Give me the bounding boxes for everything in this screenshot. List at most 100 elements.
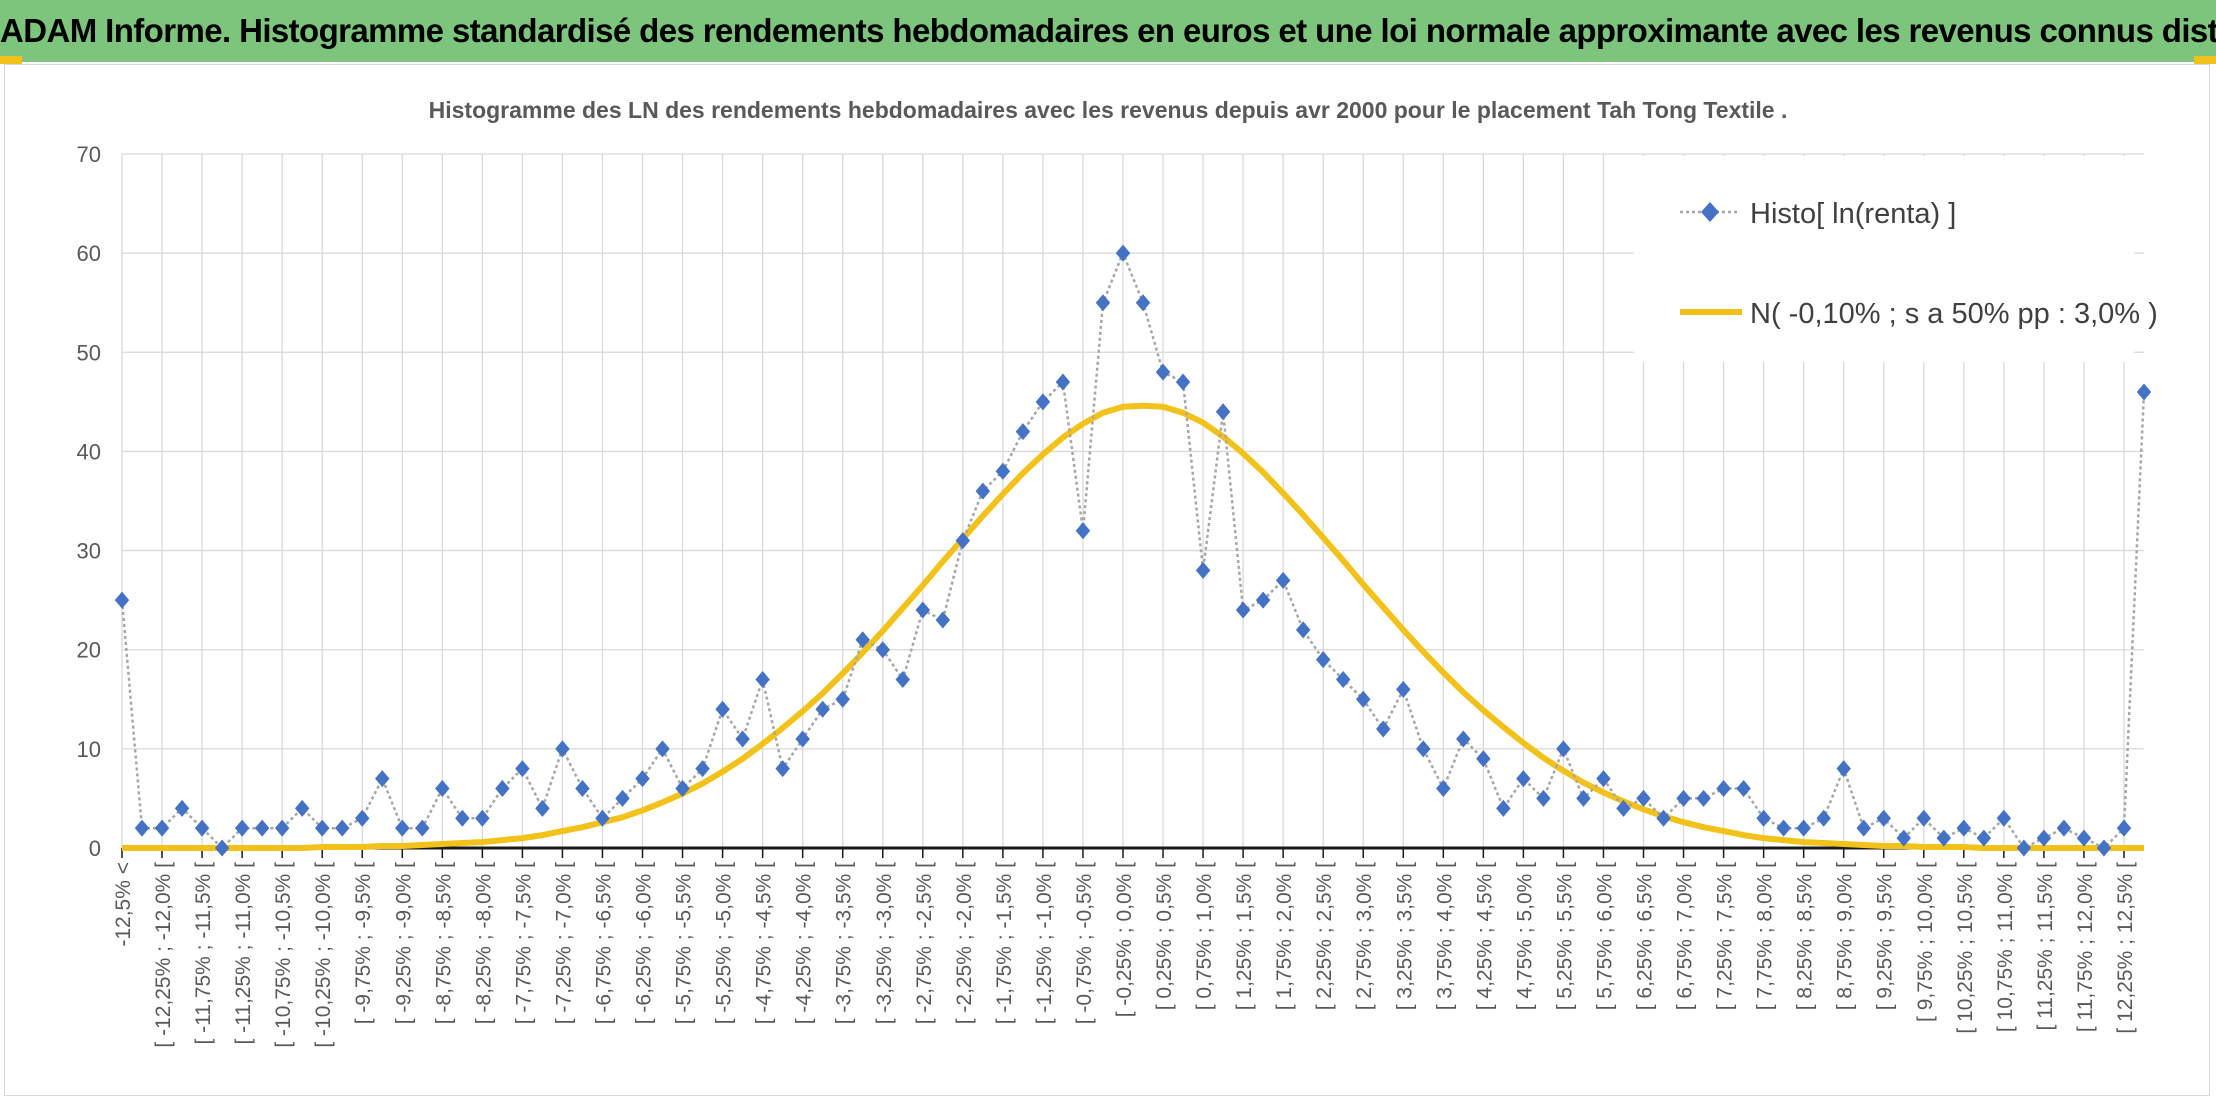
histo-point xyxy=(1816,809,1831,827)
page-title: ADAM Informe. Histogramme standardisé de… xyxy=(0,12,2216,49)
histo-point xyxy=(1636,789,1651,807)
histo-point xyxy=(555,740,570,758)
y-tick-label: 20 xyxy=(77,638,101,663)
histo-point xyxy=(1776,819,1791,837)
histo-point xyxy=(1956,819,1972,837)
histo-point xyxy=(1295,621,1311,639)
histo-point xyxy=(475,809,490,827)
histo-point xyxy=(1235,601,1251,619)
series-histo xyxy=(114,244,2152,857)
histo-point xyxy=(1716,780,1731,798)
x-tick-label: [ -0,75% ; -0,5% [ xyxy=(1073,862,1096,1024)
histo-point xyxy=(575,780,590,798)
x-tick-label: [ -5,25% ; -5,0% [ xyxy=(713,862,736,1024)
histo-point xyxy=(815,700,830,718)
histo-point xyxy=(655,740,670,758)
histo-point xyxy=(1516,770,1531,788)
histo-point xyxy=(134,819,150,837)
histo-point xyxy=(1416,740,1431,758)
histo-point xyxy=(975,482,991,500)
x-tick-label: [ -6,25% ; -6,0% [ xyxy=(633,862,656,1024)
x-tick-label: [ -7,25% ; -7,0% [ xyxy=(552,862,575,1024)
histo-point xyxy=(1496,799,1511,817)
x-tick-label: [ -11,25% ; -11,0% [ xyxy=(232,862,255,1045)
histo-point xyxy=(1976,829,1992,847)
histo-point xyxy=(2076,829,2092,847)
x-tick-label: [ -9,75% ; -9,5% [ xyxy=(352,862,375,1024)
histo-point xyxy=(334,819,350,837)
histo-point xyxy=(2096,839,2112,857)
histo-point xyxy=(194,819,210,837)
x-tick-label: [ 3,25% ; 3,5% [ xyxy=(1393,862,1416,1010)
x-tick-label: [ 0,25% ; 0,5% [ xyxy=(1153,862,1176,1010)
y-tick-label: 10 xyxy=(77,737,101,762)
histo-point xyxy=(1836,760,1851,778)
x-tick-label: [ -0,25% ; 0,0% [ xyxy=(1113,862,1136,1017)
histo-point xyxy=(1035,393,1051,411)
x-tick-label: [ 0,75% ; 1,0% [ xyxy=(1193,862,1216,1010)
histo-point xyxy=(1195,561,1211,579)
x-tick-label: [ -5,75% ; -5,5% [ xyxy=(673,862,696,1024)
histo-point xyxy=(615,789,630,807)
x-tick-label: [ -3,25% ; -3,0% [ xyxy=(873,862,896,1024)
x-tick-label: [ -1,75% ; -1,5% [ xyxy=(993,862,1016,1024)
histo-point xyxy=(1456,730,1471,748)
histo-point xyxy=(1916,809,1932,827)
y-tick-label: 30 xyxy=(77,539,101,564)
y-tick-label: 50 xyxy=(77,340,101,365)
histo-point xyxy=(775,760,790,778)
histo-point xyxy=(1536,789,1551,807)
x-tick-label: [ 1,25% ; 1,5% [ xyxy=(1233,862,1256,1010)
x-tick-label: [ 7,25% ; 7,5% [ xyxy=(1714,862,1737,1010)
histo-point xyxy=(955,532,971,550)
histo-point xyxy=(154,819,170,837)
histo-point xyxy=(855,631,870,649)
chart-title: Histogramme des LN des rendements hebdom… xyxy=(429,97,1788,123)
x-tick-label: [ -12,25% ; -12,0% [ xyxy=(152,862,175,1048)
banner-accent-left xyxy=(0,56,22,64)
histo-point xyxy=(1075,522,1091,540)
histo-point xyxy=(695,760,710,778)
histo-point xyxy=(515,760,530,778)
histo-point xyxy=(1616,799,1631,817)
histo-point xyxy=(114,591,130,609)
histo-point xyxy=(1135,294,1151,312)
histo-point xyxy=(1876,809,1891,827)
y-tick-label: 0 xyxy=(89,836,101,861)
banner-accent-right xyxy=(2194,56,2216,64)
x-tick-label: [ -6,75% ; -6,5% [ xyxy=(592,862,615,1024)
histo-point xyxy=(1656,809,1671,827)
chart-frame xyxy=(4,64,2210,1096)
x-tick-label: [ 7,75% ; 8,0% [ xyxy=(1754,862,1777,1010)
x-tick-label: [ -2,75% ; -2,5% [ xyxy=(913,862,936,1024)
histo-point xyxy=(1756,809,1771,827)
x-tick-label: [ 2,75% ; 3,0% [ xyxy=(1353,862,1376,1010)
histo-point xyxy=(2116,819,2132,837)
histo-point xyxy=(1796,819,1811,837)
histo-point xyxy=(715,700,730,718)
histo-point xyxy=(254,819,270,837)
legend-background xyxy=(1634,156,2134,362)
histo-point xyxy=(1255,591,1271,609)
histo-point xyxy=(1556,740,1571,758)
histo-point xyxy=(314,819,330,837)
histo-point xyxy=(1155,363,1171,381)
x-tick-label: [ 1,75% ; 2,0% [ xyxy=(1273,862,1296,1010)
histo-point xyxy=(875,641,890,659)
series-normal xyxy=(122,402,2144,851)
histo-point xyxy=(1996,809,2012,827)
x-tick-label: [ 6,75% ; 7,0% [ xyxy=(1674,862,1697,1010)
histo-point xyxy=(375,770,390,788)
histo-point xyxy=(535,799,550,817)
legend-label-histo: Histo[ ln(renta) ] xyxy=(1750,198,1956,230)
x-tick-label: [ 6,25% ; 6,5% [ xyxy=(1634,862,1657,1010)
histo-point xyxy=(635,770,650,788)
x-tick-label: [ -3,75% ; -3,5% [ xyxy=(833,862,856,1024)
histo-point xyxy=(415,819,430,837)
title-banner xyxy=(0,0,2216,62)
y-tick-label: 70 xyxy=(77,142,101,167)
histo-point xyxy=(355,809,370,827)
x-tick-label: [ 9,25% ; 9,5% [ xyxy=(1874,862,1897,1010)
x-tick-label: [ 3,75% ; 4,0% [ xyxy=(1433,862,1456,1010)
vertical-grid xyxy=(121,154,2125,848)
